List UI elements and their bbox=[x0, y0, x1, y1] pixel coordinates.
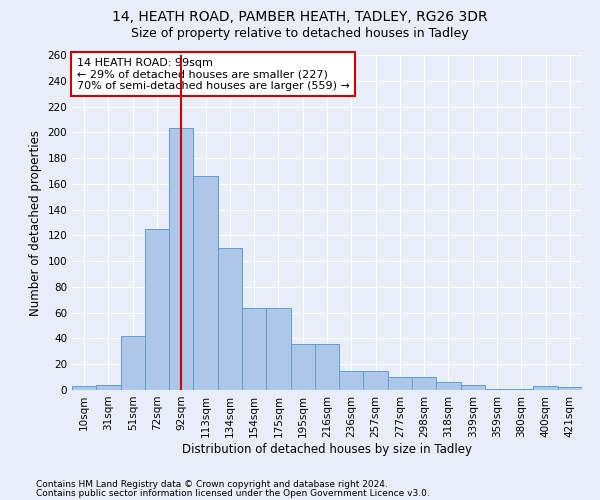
Text: Contains HM Land Registry data © Crown copyright and database right 2024.: Contains HM Land Registry data © Crown c… bbox=[36, 480, 388, 489]
Bar bbox=[388, 377, 412, 390]
Bar bbox=[339, 370, 364, 390]
Y-axis label: Number of detached properties: Number of detached properties bbox=[29, 130, 42, 316]
Bar bbox=[121, 336, 145, 390]
Text: 14 HEATH ROAD: 99sqm
← 29% of detached houses are smaller (227)
70% of semi-deta: 14 HEATH ROAD: 99sqm ← 29% of detached h… bbox=[77, 58, 350, 91]
X-axis label: Distribution of detached houses by size in Tadley: Distribution of detached houses by size … bbox=[182, 442, 472, 456]
Bar bbox=[290, 344, 315, 390]
Bar bbox=[315, 344, 339, 390]
Bar bbox=[364, 370, 388, 390]
Bar bbox=[96, 385, 121, 390]
Text: Contains public sector information licensed under the Open Government Licence v3: Contains public sector information licen… bbox=[36, 488, 430, 498]
Bar bbox=[169, 128, 193, 390]
Bar bbox=[509, 388, 533, 390]
Bar bbox=[218, 248, 242, 390]
Bar bbox=[242, 308, 266, 390]
Bar bbox=[412, 377, 436, 390]
Bar bbox=[558, 388, 582, 390]
Bar bbox=[533, 386, 558, 390]
Bar bbox=[485, 388, 509, 390]
Bar bbox=[436, 382, 461, 390]
Text: 14, HEATH ROAD, PAMBER HEATH, TADLEY, RG26 3DR: 14, HEATH ROAD, PAMBER HEATH, TADLEY, RG… bbox=[112, 10, 488, 24]
Bar bbox=[72, 386, 96, 390]
Bar bbox=[193, 176, 218, 390]
Bar bbox=[461, 385, 485, 390]
Text: Size of property relative to detached houses in Tadley: Size of property relative to detached ho… bbox=[131, 28, 469, 40]
Bar bbox=[145, 229, 169, 390]
Bar bbox=[266, 308, 290, 390]
